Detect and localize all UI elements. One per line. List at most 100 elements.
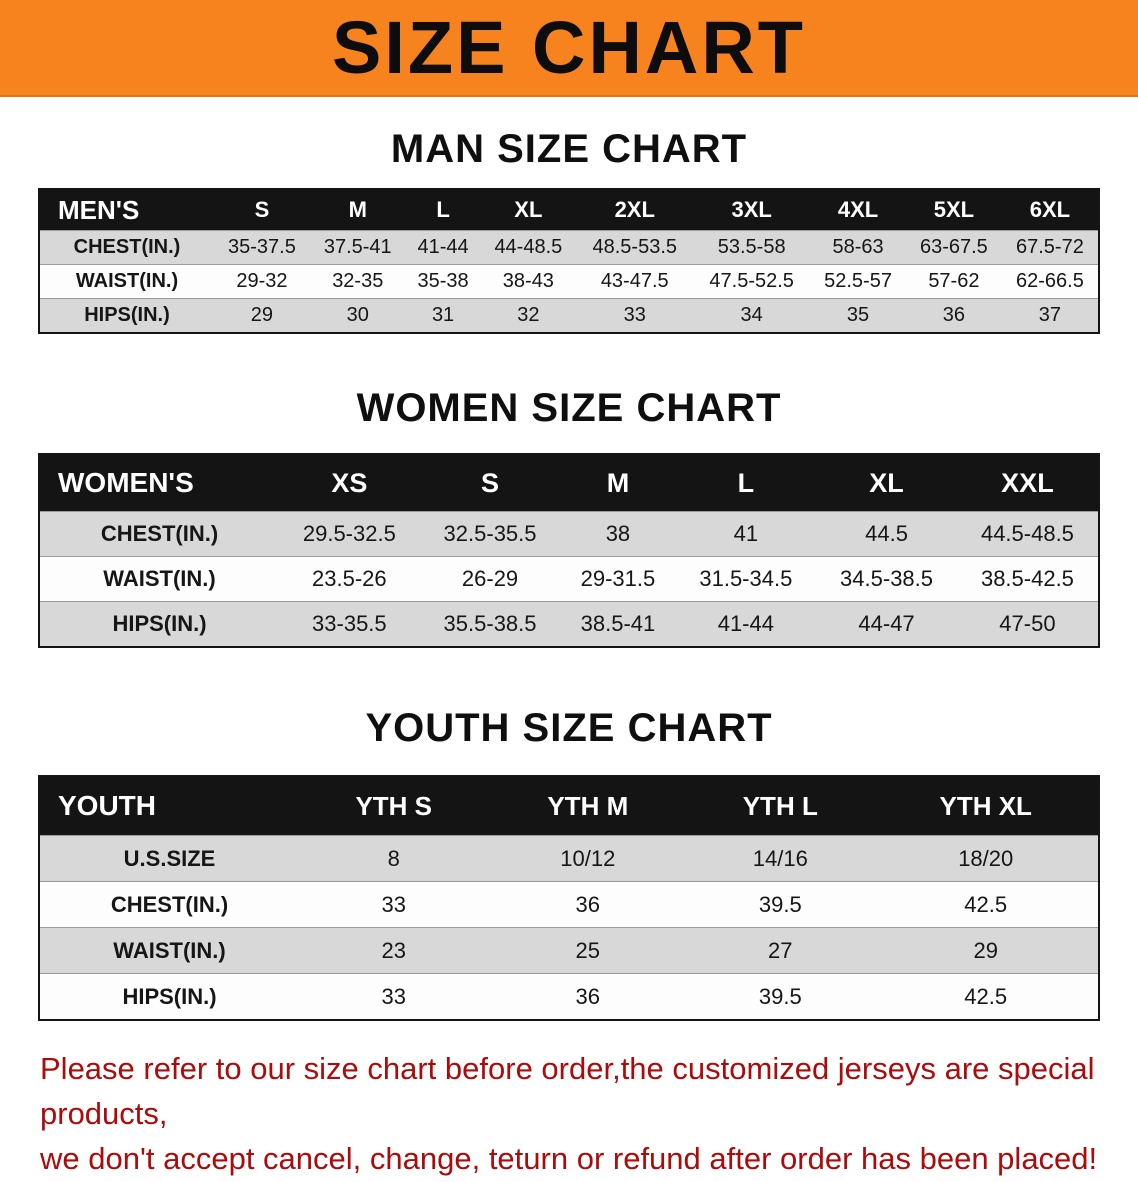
men-value-cell: 53.5-58 <box>693 230 811 265</box>
youth-value-cell: 10/12 <box>488 835 688 882</box>
men-value-cell: 48.5-53.5 <box>576 230 694 265</box>
women-value-cell: 38.5-41 <box>560 601 676 647</box>
women-value-cell: 23.5-26 <box>279 556 420 602</box>
women-value-cell: 41 <box>675 511 817 557</box>
footer-disclaimer-line-2: we don't accept cancel, change, teturn o… <box>40 1140 1098 1176</box>
men-value-cell: 57-62 <box>905 264 1002 299</box>
men-header-cell: 6XL <box>1001 189 1099 231</box>
men-value-cell: 31 <box>405 298 481 333</box>
women-header-cell: S <box>419 454 561 512</box>
men-header-cell: 2XL <box>576 189 694 231</box>
women-size-table: WOMEN'S XS S M L XL XXL CHEST(IN.) 29.5-32.5 32.5… <box>38 453 1100 648</box>
men-value-cell: 44-48.5 <box>480 230 577 265</box>
women-value-cell: 26-29 <box>419 556 561 602</box>
men-value-cell: 33 <box>576 298 694 333</box>
men-row-label: WAIST(IN.) <box>39 264 214 299</box>
footer-disclaimer: Please refer to our size chart before or… <box>40 1047 1118 1182</box>
women-row-label: CHEST(IN.) <box>39 511 279 557</box>
men-header-cell: 3XL <box>693 189 811 231</box>
youth-value-cell: 8 <box>299 835 489 882</box>
women-value-cell: 33-35.5 <box>279 601 420 647</box>
women-value-cell: 29-31.5 <box>560 556 676 602</box>
youth-value-cell: 42.5 <box>873 973 1099 1020</box>
youth-data-row: HIPS(IN.) 33 36 39.5 42.5 <box>39 973 1099 1020</box>
men-value-cell: 63-67.5 <box>905 230 1002 265</box>
size-chart-banner: SIZE CHART <box>0 0 1138 97</box>
women-value-cell: 29.5-32.5 <box>279 511 420 557</box>
men-header-cell: MEN'S <box>39 189 214 231</box>
youth-value-cell: 18/20 <box>873 835 1099 882</box>
women-header-cell: XXL <box>956 454 1099 512</box>
youth-value-cell: 23 <box>299 927 489 974</box>
men-value-cell: 35 <box>810 298 906 333</box>
footer-disclaimer-line-1: Please refer to our size chart before or… <box>40 1051 1095 1131</box>
men-header-cell: S <box>214 189 310 231</box>
men-value-cell: 52.5-57 <box>810 264 906 299</box>
women-value-cell: 34.5-38.5 <box>816 556 957 602</box>
men-value-cell: 35-38 <box>405 264 481 299</box>
youth-data-row: CHEST(IN.) 33 36 39.5 42.5 <box>39 881 1099 928</box>
youth-row-label: WAIST(IN.) <box>39 927 299 974</box>
women-data-row: HIPS(IN.) 33-35.5 35.5-38.5 38.5-41 41-44 44-… <box>39 601 1099 647</box>
women-value-cell: 32.5-35.5 <box>419 511 561 557</box>
youth-value-cell: 25 <box>488 927 688 974</box>
youth-value-cell: 27 <box>687 927 874 974</box>
youth-value-cell: 29 <box>873 927 1099 974</box>
women-row-label: WAIST(IN.) <box>39 556 279 602</box>
women-value-cell: 44.5-48.5 <box>956 511 1099 557</box>
men-value-cell: 47.5-52.5 <box>693 264 811 299</box>
youth-value-cell: 36 <box>488 973 688 1020</box>
youth-row-label: HIPS(IN.) <box>39 973 299 1020</box>
men-header-cell: 5XL <box>905 189 1002 231</box>
men-value-cell: 30 <box>309 298 406 333</box>
youth-header-row: YOUTH YTH S YTH M YTH L YTH XL <box>39 776 1099 836</box>
women-header-cell: XL <box>816 454 957 512</box>
youth-size-table: YOUTH YTH S YTH M YTH L YTH XL U.S.SIZE 8 10/12… <box>38 775 1100 1021</box>
women-header-cell: WOMEN'S <box>39 454 279 512</box>
women-header-cell: XS <box>279 454 420 512</box>
youth-value-cell: 14/16 <box>687 835 874 882</box>
women-value-cell: 31.5-34.5 <box>675 556 817 602</box>
youth-value-cell: 33 <box>299 973 489 1020</box>
women-value-cell: 38 <box>560 511 676 557</box>
youth-value-cell: 33 <box>299 881 489 928</box>
women-value-cell: 41-44 <box>675 601 817 647</box>
women-data-row: CHEST(IN.) 29.5-32.5 32.5-35.5 38 41 44.5 44.5… <box>39 511 1099 557</box>
men-value-cell: 29-32 <box>214 264 310 299</box>
men-row-label: HIPS(IN.) <box>39 298 214 333</box>
men-value-cell: 58-63 <box>810 230 906 265</box>
youth-header-cell: YTH L <box>687 776 874 836</box>
women-section-heading: WOMEN SIZE CHART <box>356 386 782 430</box>
men-header-cell: M <box>309 189 406 231</box>
youth-row-label: CHEST(IN.) <box>39 881 299 928</box>
men-header-cell: L <box>405 189 481 231</box>
women-value-cell: 38.5-42.5 <box>956 556 1099 602</box>
men-section-heading: MAN SIZE CHART <box>390 127 748 171</box>
women-value-cell: 47-50 <box>956 601 1099 647</box>
men-header-row: MEN'S S M L XL 2XL 3XL 4XL 5XL 6XL <box>39 189 1099 231</box>
youth-header-cell: YTH S <box>299 776 489 836</box>
men-value-cell: 32-35 <box>309 264 406 299</box>
men-value-cell: 32 <box>480 298 577 333</box>
women-header-row: WOMEN'S XS S M L XL XXL <box>39 454 1099 512</box>
banner-title: SIZE CHART <box>332 5 806 89</box>
men-data-row: HIPS(IN.) 29 30 31 32 33 34 35 36 37 <box>39 298 1099 333</box>
women-value-cell: 44-47 <box>816 601 957 647</box>
men-value-cell: 37.5-41 <box>309 230 406 265</box>
youth-header-cell: YTH M <box>488 776 688 836</box>
men-value-cell: 41-44 <box>405 230 481 265</box>
men-value-cell: 43-47.5 <box>576 264 694 299</box>
men-value-cell: 36 <box>905 298 1002 333</box>
youth-value-cell: 39.5 <box>687 973 874 1020</box>
men-value-cell: 37 <box>1001 298 1099 333</box>
youth-data-row: WAIST(IN.) 23 25 27 29 <box>39 927 1099 974</box>
men-value-cell: 67.5-72 <box>1001 230 1099 265</box>
women-value-cell: 35.5-38.5 <box>419 601 561 647</box>
men-value-cell: 35-37.5 <box>214 230 310 265</box>
youth-section-heading: YOUTH SIZE CHART <box>365 706 773 750</box>
men-size-table: MEN'S S M L XL 2XL 3XL 4XL 5XL 6XL CHEST(IN.) 35-37… <box>38 188 1100 334</box>
men-value-cell: 62-66.5 <box>1001 264 1099 299</box>
men-value-cell: 38-43 <box>480 264 577 299</box>
men-header-cell: 4XL <box>810 189 906 231</box>
youth-row-label: U.S.SIZE <box>39 835 299 882</box>
